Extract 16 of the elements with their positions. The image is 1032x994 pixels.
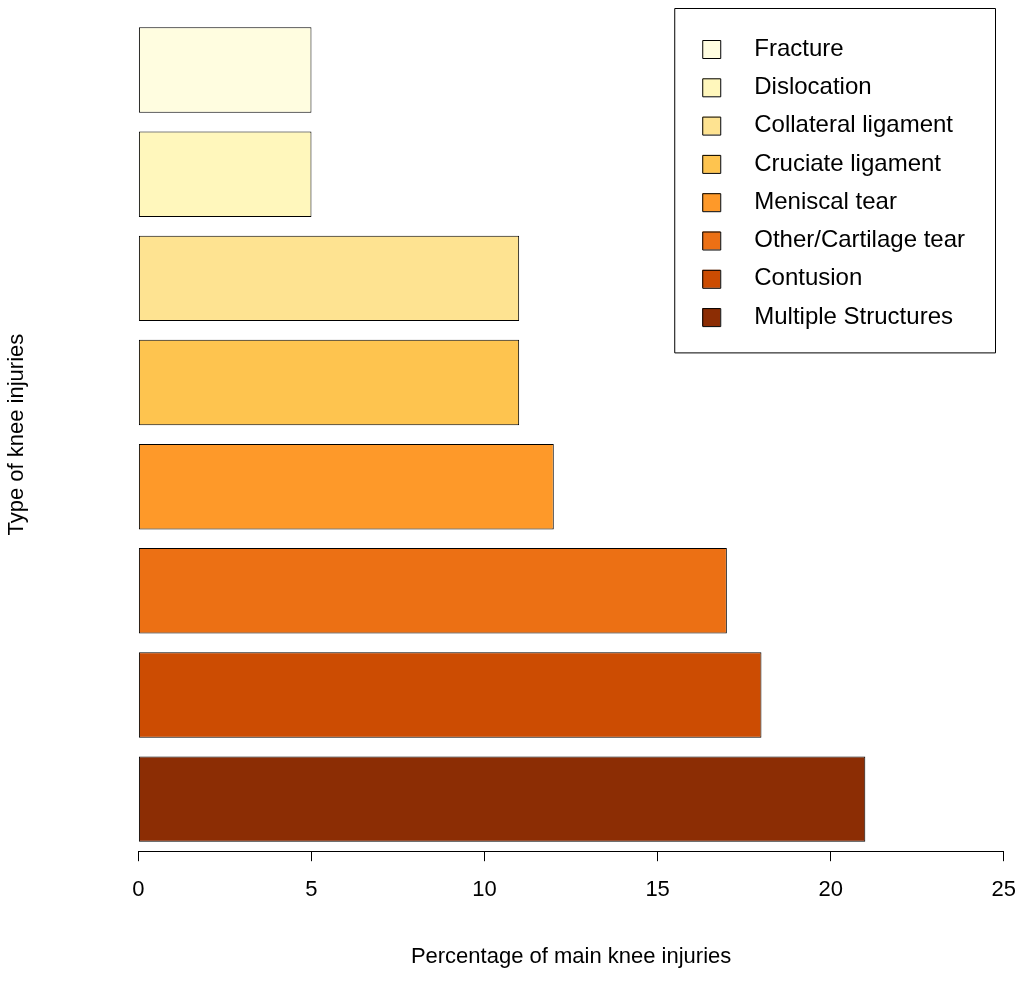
x-tick-label: 20 (818, 876, 843, 902)
x-axis-title: Percentage of main knee injuries (410, 942, 732, 968)
legend-label: Other/Cartilage tear (754, 225, 966, 253)
legend-label: Multiple Structures (754, 301, 953, 329)
legend-label: Collateral ligament (754, 110, 954, 138)
x-tick-label: 25 (991, 876, 1017, 902)
legend-label: Meniscal tear (754, 186, 897, 214)
x-tick-label: 0 (132, 876, 145, 902)
y-axis-title: Type of knee injuries (3, 333, 29, 536)
legend-label: Dislocation (754, 71, 872, 99)
x-tick-label: 15 (645, 876, 670, 902)
legend-label: Cruciate ligament (754, 148, 942, 176)
x-tick-label: 10 (472, 876, 497, 902)
x-tick-label: 5 (305, 876, 318, 902)
legend-label: Fracture (754, 33, 844, 61)
legend-label: Contusion (754, 263, 863, 291)
